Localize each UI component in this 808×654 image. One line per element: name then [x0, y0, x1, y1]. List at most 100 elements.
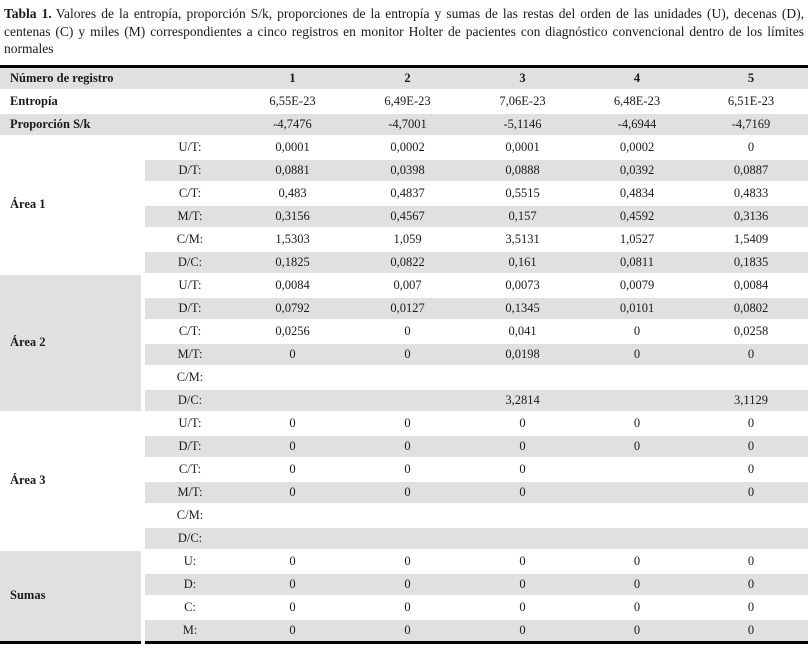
value-cell — [235, 503, 350, 528]
table-row: D/T: 0 0 0 0 0 — [0, 434, 808, 459]
value-cell: 0 — [235, 480, 350, 505]
value-cell: 0 — [350, 572, 465, 597]
table-row: D/T: 0,0792 0,0127 0,1345 0,0101 0,0802 — [0, 296, 808, 321]
value-cell: 0,0256 — [235, 319, 350, 344]
value-cell: 0,0001 — [235, 135, 350, 160]
value-cell — [465, 503, 580, 528]
value-cell: 0,0258 — [694, 319, 808, 344]
value-cell: -4,7169 — [694, 112, 808, 137]
value-cell: 0 — [350, 480, 465, 505]
table-row: D/C: 0,1825 0,0822 0,161 0,0811 0,1835 — [0, 250, 808, 275]
table-row: C/T: 0,0256 0 0,041 0 0,0258 — [0, 319, 808, 344]
value-cell: 0 — [694, 135, 808, 160]
value-cell: 0 — [694, 434, 808, 459]
table-row: C/T: 0 0 0 0 — [0, 457, 808, 482]
value-cell — [580, 480, 694, 505]
value-cell: 0 — [235, 618, 350, 643]
value-cell: 0 — [465, 457, 580, 482]
column-number: 1 — [235, 66, 350, 91]
value-cell: 0,0084 — [694, 273, 808, 298]
table-row: C/M: — [0, 503, 808, 528]
value-cell: 3,2814 — [465, 388, 580, 413]
group-label: Área 3 — [0, 411, 145, 551]
sub-label: C/T: — [143, 181, 235, 206]
value-cell: 0 — [694, 618, 808, 643]
value-cell: 0 — [580, 411, 694, 436]
value-cell: 0 — [580, 549, 694, 574]
value-cell: 0,0079 — [580, 273, 694, 298]
value-cell: 0 — [580, 434, 694, 459]
sub-label: M/T: — [143, 204, 235, 229]
table-row: Proporción S/k -4,7476 -4,7001 -5,1146 -4,69… — [0, 112, 808, 137]
value-cell: 6,55E-23 — [235, 89, 350, 114]
value-cell: 0 — [350, 549, 465, 574]
value-cell: 0 — [694, 411, 808, 436]
value-cell — [580, 457, 694, 482]
value-cell: 0,0887 — [694, 158, 808, 183]
value-cell: 0,0822 — [350, 250, 465, 275]
value-cell: 0 — [694, 457, 808, 482]
table-row: C/T: 0,483 0,4837 0,5515 0,4834 0,4833 — [0, 181, 808, 206]
value-cell: 0 — [350, 595, 465, 620]
value-cell: 0,157 — [465, 204, 580, 229]
value-cell: 0 — [350, 342, 465, 367]
value-cell: 0,4834 — [580, 181, 694, 206]
value-cell — [350, 526, 465, 551]
value-cell: 0,1835 — [694, 250, 808, 275]
value-cell: 0,0811 — [580, 250, 694, 275]
value-cell: -4,7476 — [235, 112, 350, 137]
value-cell — [350, 365, 465, 390]
sub-label: C/M: — [143, 503, 235, 528]
value-cell: 0 — [350, 411, 465, 436]
value-cell — [235, 388, 350, 413]
column-number: 5 — [694, 66, 808, 91]
sub-label: C: — [143, 595, 235, 620]
value-cell: 0 — [235, 342, 350, 367]
caption-text: Valores de la entropía, proporción S/k, … — [4, 6, 804, 56]
holter-data-table: Número de registro 1 2 3 4 5 Entropía 6,55E-23 6… — [0, 64, 808, 644]
table-row: D/T: 0,0881 0,0398 0,0888 0,0392 0,0887 — [0, 158, 808, 183]
table-row: M/T: 0 0 0 0 — [0, 480, 808, 505]
value-cell: 0,0398 — [350, 158, 465, 183]
value-cell: 0,0002 — [580, 135, 694, 160]
value-cell: 0,0073 — [465, 273, 580, 298]
table-row: C: 0 0 0 0 0 — [0, 595, 808, 620]
value-cell: -4,6944 — [580, 112, 694, 137]
value-cell: 0 — [694, 595, 808, 620]
column-number: 2 — [350, 66, 465, 91]
value-cell: 0 — [694, 480, 808, 505]
document-page: Tabla 1. Valores de la entropía, proporci… — [0, 5, 808, 654]
table-row: M/T: 0,3156 0,4567 0,157 0,4592 0,3136 — [0, 204, 808, 229]
value-cell: 1,059 — [350, 227, 465, 252]
value-cell: 0,4567 — [350, 204, 465, 229]
value-cell — [350, 388, 465, 413]
value-cell: 0 — [350, 618, 465, 643]
sub-label: M/T: — [143, 480, 235, 505]
value-cell: 0,3136 — [694, 204, 808, 229]
value-cell — [694, 526, 808, 551]
value-cell: 6,51E-23 — [694, 89, 808, 114]
sub-label: C/T: — [143, 319, 235, 344]
sub-label: C/M: — [143, 365, 235, 390]
sub-label: D: — [143, 572, 235, 597]
value-cell: 0,483 — [235, 181, 350, 206]
value-cell: 0,4833 — [694, 181, 808, 206]
value-cell: 6,48E-23 — [580, 89, 694, 114]
value-cell: 0 — [465, 549, 580, 574]
value-cell: 0 — [350, 434, 465, 459]
value-cell: 1,5303 — [235, 227, 350, 252]
value-cell: 0 — [235, 595, 350, 620]
value-cell: 0,4592 — [580, 204, 694, 229]
value-cell: 0 — [465, 480, 580, 505]
value-cell: -5,1146 — [465, 112, 580, 137]
value-cell: 0 — [465, 572, 580, 597]
value-cell: 0,0881 — [235, 158, 350, 183]
table-row: D: 0 0 0 0 0 — [0, 572, 808, 597]
table-row: M/T: 0 0 0,0198 0 0 — [0, 342, 808, 367]
value-cell: 1,0527 — [580, 227, 694, 252]
value-cell: 3,1129 — [694, 388, 808, 413]
value-cell: 0,0792 — [235, 296, 350, 321]
value-cell — [580, 365, 694, 390]
table-row: C/M: — [0, 365, 808, 390]
table-row: M: 0 0 0 0 0 — [0, 618, 808, 643]
